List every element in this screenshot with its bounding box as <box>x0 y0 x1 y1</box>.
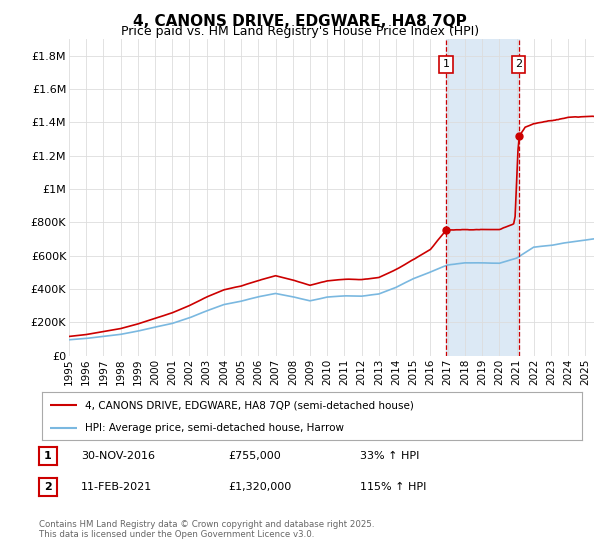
Text: £755,000: £755,000 <box>228 451 281 461</box>
Text: Price paid vs. HM Land Registry's House Price Index (HPI): Price paid vs. HM Land Registry's House … <box>121 25 479 38</box>
Bar <box>446 39 518 356</box>
Text: 115% ↑ HPI: 115% ↑ HPI <box>360 482 427 492</box>
Text: 33% ↑ HPI: 33% ↑ HPI <box>360 451 419 461</box>
Text: 1: 1 <box>44 451 52 461</box>
Text: 2: 2 <box>515 59 522 69</box>
Text: HPI: Average price, semi-detached house, Harrow: HPI: Average price, semi-detached house,… <box>85 423 344 433</box>
Text: 2: 2 <box>44 482 52 492</box>
Text: 1: 1 <box>443 59 450 69</box>
Text: £1,320,000: £1,320,000 <box>228 482 291 492</box>
Text: 11-FEB-2021: 11-FEB-2021 <box>81 482 152 492</box>
Text: 30-NOV-2016: 30-NOV-2016 <box>81 451 155 461</box>
Text: Contains HM Land Registry data © Crown copyright and database right 2025.
This d: Contains HM Land Registry data © Crown c… <box>39 520 374 539</box>
Text: 4, CANONS DRIVE, EDGWARE, HA8 7QP: 4, CANONS DRIVE, EDGWARE, HA8 7QP <box>133 14 467 29</box>
Text: 4, CANONS DRIVE, EDGWARE, HA8 7QP (semi-detached house): 4, CANONS DRIVE, EDGWARE, HA8 7QP (semi-… <box>85 400 414 410</box>
